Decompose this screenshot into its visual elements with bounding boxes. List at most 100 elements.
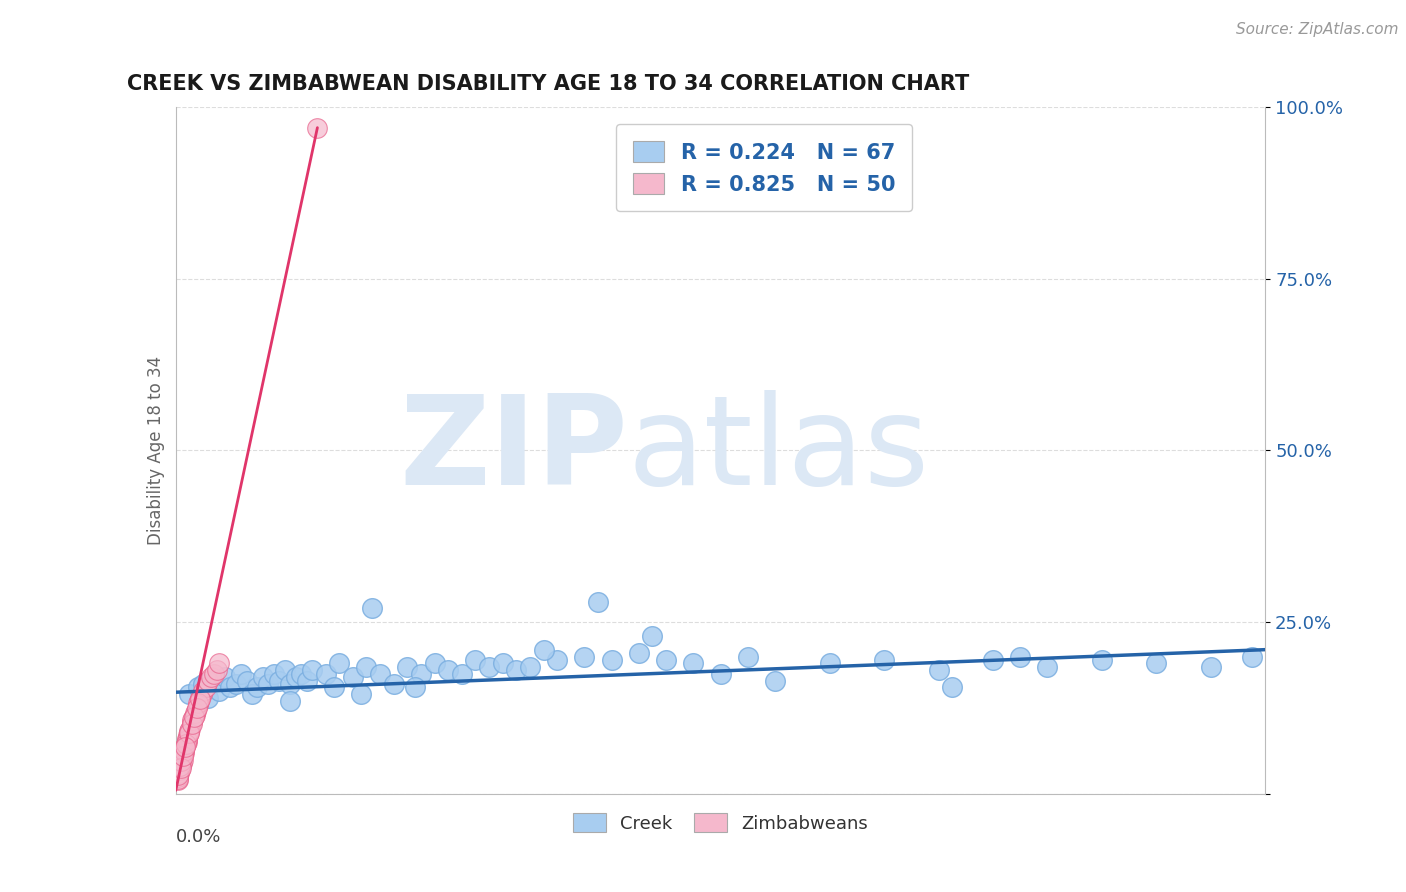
Point xyxy=(1199,660,1222,674)
Point xyxy=(315,666,337,681)
Point xyxy=(269,673,291,688)
Point xyxy=(197,673,219,688)
Point xyxy=(169,761,191,775)
Point xyxy=(186,701,208,715)
Point xyxy=(257,677,280,691)
Point xyxy=(356,660,378,674)
Point xyxy=(184,707,207,722)
Point xyxy=(170,759,193,773)
Point xyxy=(246,681,269,695)
Point xyxy=(173,742,195,756)
Point xyxy=(194,681,217,695)
Point xyxy=(167,767,190,781)
Point xyxy=(505,663,527,677)
Point xyxy=(186,696,209,710)
Text: CREEK VS ZIMBABWEAN DISABILITY AGE 18 TO 34 CORRELATION CHART: CREEK VS ZIMBABWEAN DISABILITY AGE 18 TO… xyxy=(127,74,969,95)
Point xyxy=(252,670,274,684)
Point xyxy=(200,670,222,684)
Point xyxy=(183,711,205,725)
Point xyxy=(208,657,231,671)
Point xyxy=(208,683,231,698)
Point xyxy=(600,653,623,667)
Text: 0.0%: 0.0% xyxy=(176,828,221,847)
Point xyxy=(170,754,193,768)
Point xyxy=(174,738,197,752)
Point xyxy=(737,649,759,664)
Point xyxy=(190,687,212,701)
Point xyxy=(368,666,391,681)
Point xyxy=(263,666,285,681)
Point xyxy=(295,673,318,688)
Point xyxy=(202,673,225,688)
Point xyxy=(205,663,228,677)
Point xyxy=(174,739,197,753)
Point xyxy=(350,687,373,701)
Y-axis label: Disability Age 18 to 34: Disability Age 18 to 34 xyxy=(146,356,165,545)
Point xyxy=(641,629,664,643)
Point xyxy=(172,753,194,767)
Point xyxy=(179,722,201,736)
Point xyxy=(179,687,201,701)
Point xyxy=(278,694,301,708)
Point xyxy=(342,670,364,684)
Point xyxy=(180,716,202,731)
Point xyxy=(382,677,405,691)
Point xyxy=(519,660,541,674)
Text: atlas: atlas xyxy=(628,390,931,511)
Point xyxy=(179,723,201,738)
Point xyxy=(187,694,209,708)
Point xyxy=(181,714,204,729)
Point xyxy=(284,670,307,684)
Point xyxy=(170,756,193,770)
Legend: Creek, Zimbabweans: Creek, Zimbabweans xyxy=(567,806,875,839)
Point xyxy=(181,713,204,727)
Point xyxy=(197,690,219,705)
Point xyxy=(274,663,297,677)
Point xyxy=(941,681,963,695)
Point xyxy=(172,749,194,764)
Point xyxy=(627,646,650,660)
Point xyxy=(533,642,555,657)
Point xyxy=(184,706,207,720)
Point xyxy=(173,746,195,760)
Point xyxy=(167,773,190,788)
Point xyxy=(546,653,568,667)
Point xyxy=(186,705,208,719)
Point xyxy=(177,729,200,743)
Point xyxy=(186,681,209,695)
Point xyxy=(873,653,896,667)
Point xyxy=(450,666,472,681)
Point xyxy=(1036,660,1059,674)
Point xyxy=(307,120,329,135)
Point xyxy=(655,653,678,667)
Point xyxy=(177,726,200,740)
Point xyxy=(301,663,323,677)
Point xyxy=(464,653,486,667)
Point xyxy=(188,690,211,705)
Point xyxy=(586,594,609,608)
Point xyxy=(763,673,786,688)
Point xyxy=(1010,649,1032,664)
Point xyxy=(290,666,312,681)
Point xyxy=(225,677,247,691)
Point xyxy=(981,653,1004,667)
Point xyxy=(176,731,198,746)
Point xyxy=(423,657,446,671)
Point xyxy=(928,663,950,677)
Point xyxy=(173,744,195,758)
Point xyxy=(183,710,205,724)
Point xyxy=(169,763,191,777)
Point xyxy=(186,698,209,712)
Point xyxy=(174,740,197,755)
Point xyxy=(328,657,350,671)
Point xyxy=(188,692,211,706)
Point xyxy=(235,673,257,688)
Point xyxy=(167,766,190,780)
Point xyxy=(682,657,704,671)
Point xyxy=(176,733,198,747)
Point xyxy=(1144,657,1167,671)
Point xyxy=(231,666,253,681)
Point xyxy=(169,759,191,773)
Point xyxy=(191,677,214,691)
Point xyxy=(214,670,236,684)
